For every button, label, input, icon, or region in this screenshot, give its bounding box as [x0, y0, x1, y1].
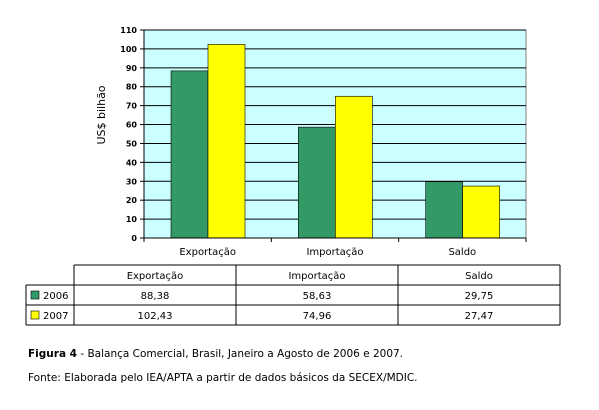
table-value-cell: 58,63	[303, 291, 332, 302]
y-tick-label: 50	[126, 139, 138, 148]
y-tick-label: 90	[126, 64, 138, 73]
x-category-label: Importação	[306, 247, 363, 258]
legend-label: 2006	[43, 291, 68, 302]
bar-2007-3	[462, 185, 500, 239]
legend-label: 2007	[43, 311, 68, 322]
y-tick-label: 10	[126, 215, 138, 224]
legend-swatch-2006	[30, 290, 40, 300]
table-header-cell: Exportação	[127, 271, 184, 282]
y-axis-label: US$ bilhão	[95, 85, 108, 144]
y-tick-label: 110	[120, 26, 137, 35]
y-tick-label: 20	[126, 196, 138, 205]
y-tick-label: 80	[126, 83, 138, 92]
y-tick-label: 70	[126, 102, 138, 111]
figure-label: Figura 4	[28, 348, 77, 360]
y-tick-label: 40	[126, 158, 138, 167]
data-table: Exportação Importação Saldo 2006 88,38 58,63 2…	[25, 264, 561, 326]
x-category-label: Exportação	[179, 247, 236, 258]
figure-caption: Figura 4 - Balança Comercial, Brasil, Ja…	[28, 348, 403, 360]
bar-2006-3	[425, 181, 463, 239]
x-category-label: Saldo	[448, 247, 476, 258]
x-axis-categories: Exportação Importação Saldo	[143, 238, 527, 258]
table-value-cell: 27,47	[465, 311, 494, 322]
y-tick-label: 30	[126, 177, 138, 186]
table-value-cell: 74,96	[303, 311, 332, 322]
table-value-cell: 102,43	[138, 311, 173, 322]
bars	[170, 44, 500, 239]
y-axis-ticks: 0 10 20 30 40 50 60 70 80 90 100 110	[120, 26, 144, 243]
table-value-cell: 29,75	[465, 291, 494, 302]
bar-2007-2	[335, 95, 373, 239]
y-tick-label: 100	[120, 45, 137, 54]
y-tick-label: 60	[126, 121, 138, 130]
bar-2007-1	[207, 44, 246, 239]
bar-chart: 0 10 20 30 40 50 60 70 80 90 100 110 Exportação Impo…	[25, 26, 561, 326]
table-header-cell: Importação	[288, 271, 345, 282]
figure-caption-text: - Balança Comercial, Brasil, Janeiro a A…	[77, 348, 404, 360]
bar-2006-2	[298, 126, 336, 239]
y-tick-label: 0	[131, 234, 137, 243]
bar-2006-1	[170, 70, 209, 239]
legend-swatch-2007	[30, 310, 40, 320]
figure-source: Fonte: Elaborada pelo IEA/APTA a partir …	[28, 372, 418, 384]
table-value-cell: 88,38	[141, 291, 170, 302]
table-header-cell: Saldo	[465, 271, 493, 282]
